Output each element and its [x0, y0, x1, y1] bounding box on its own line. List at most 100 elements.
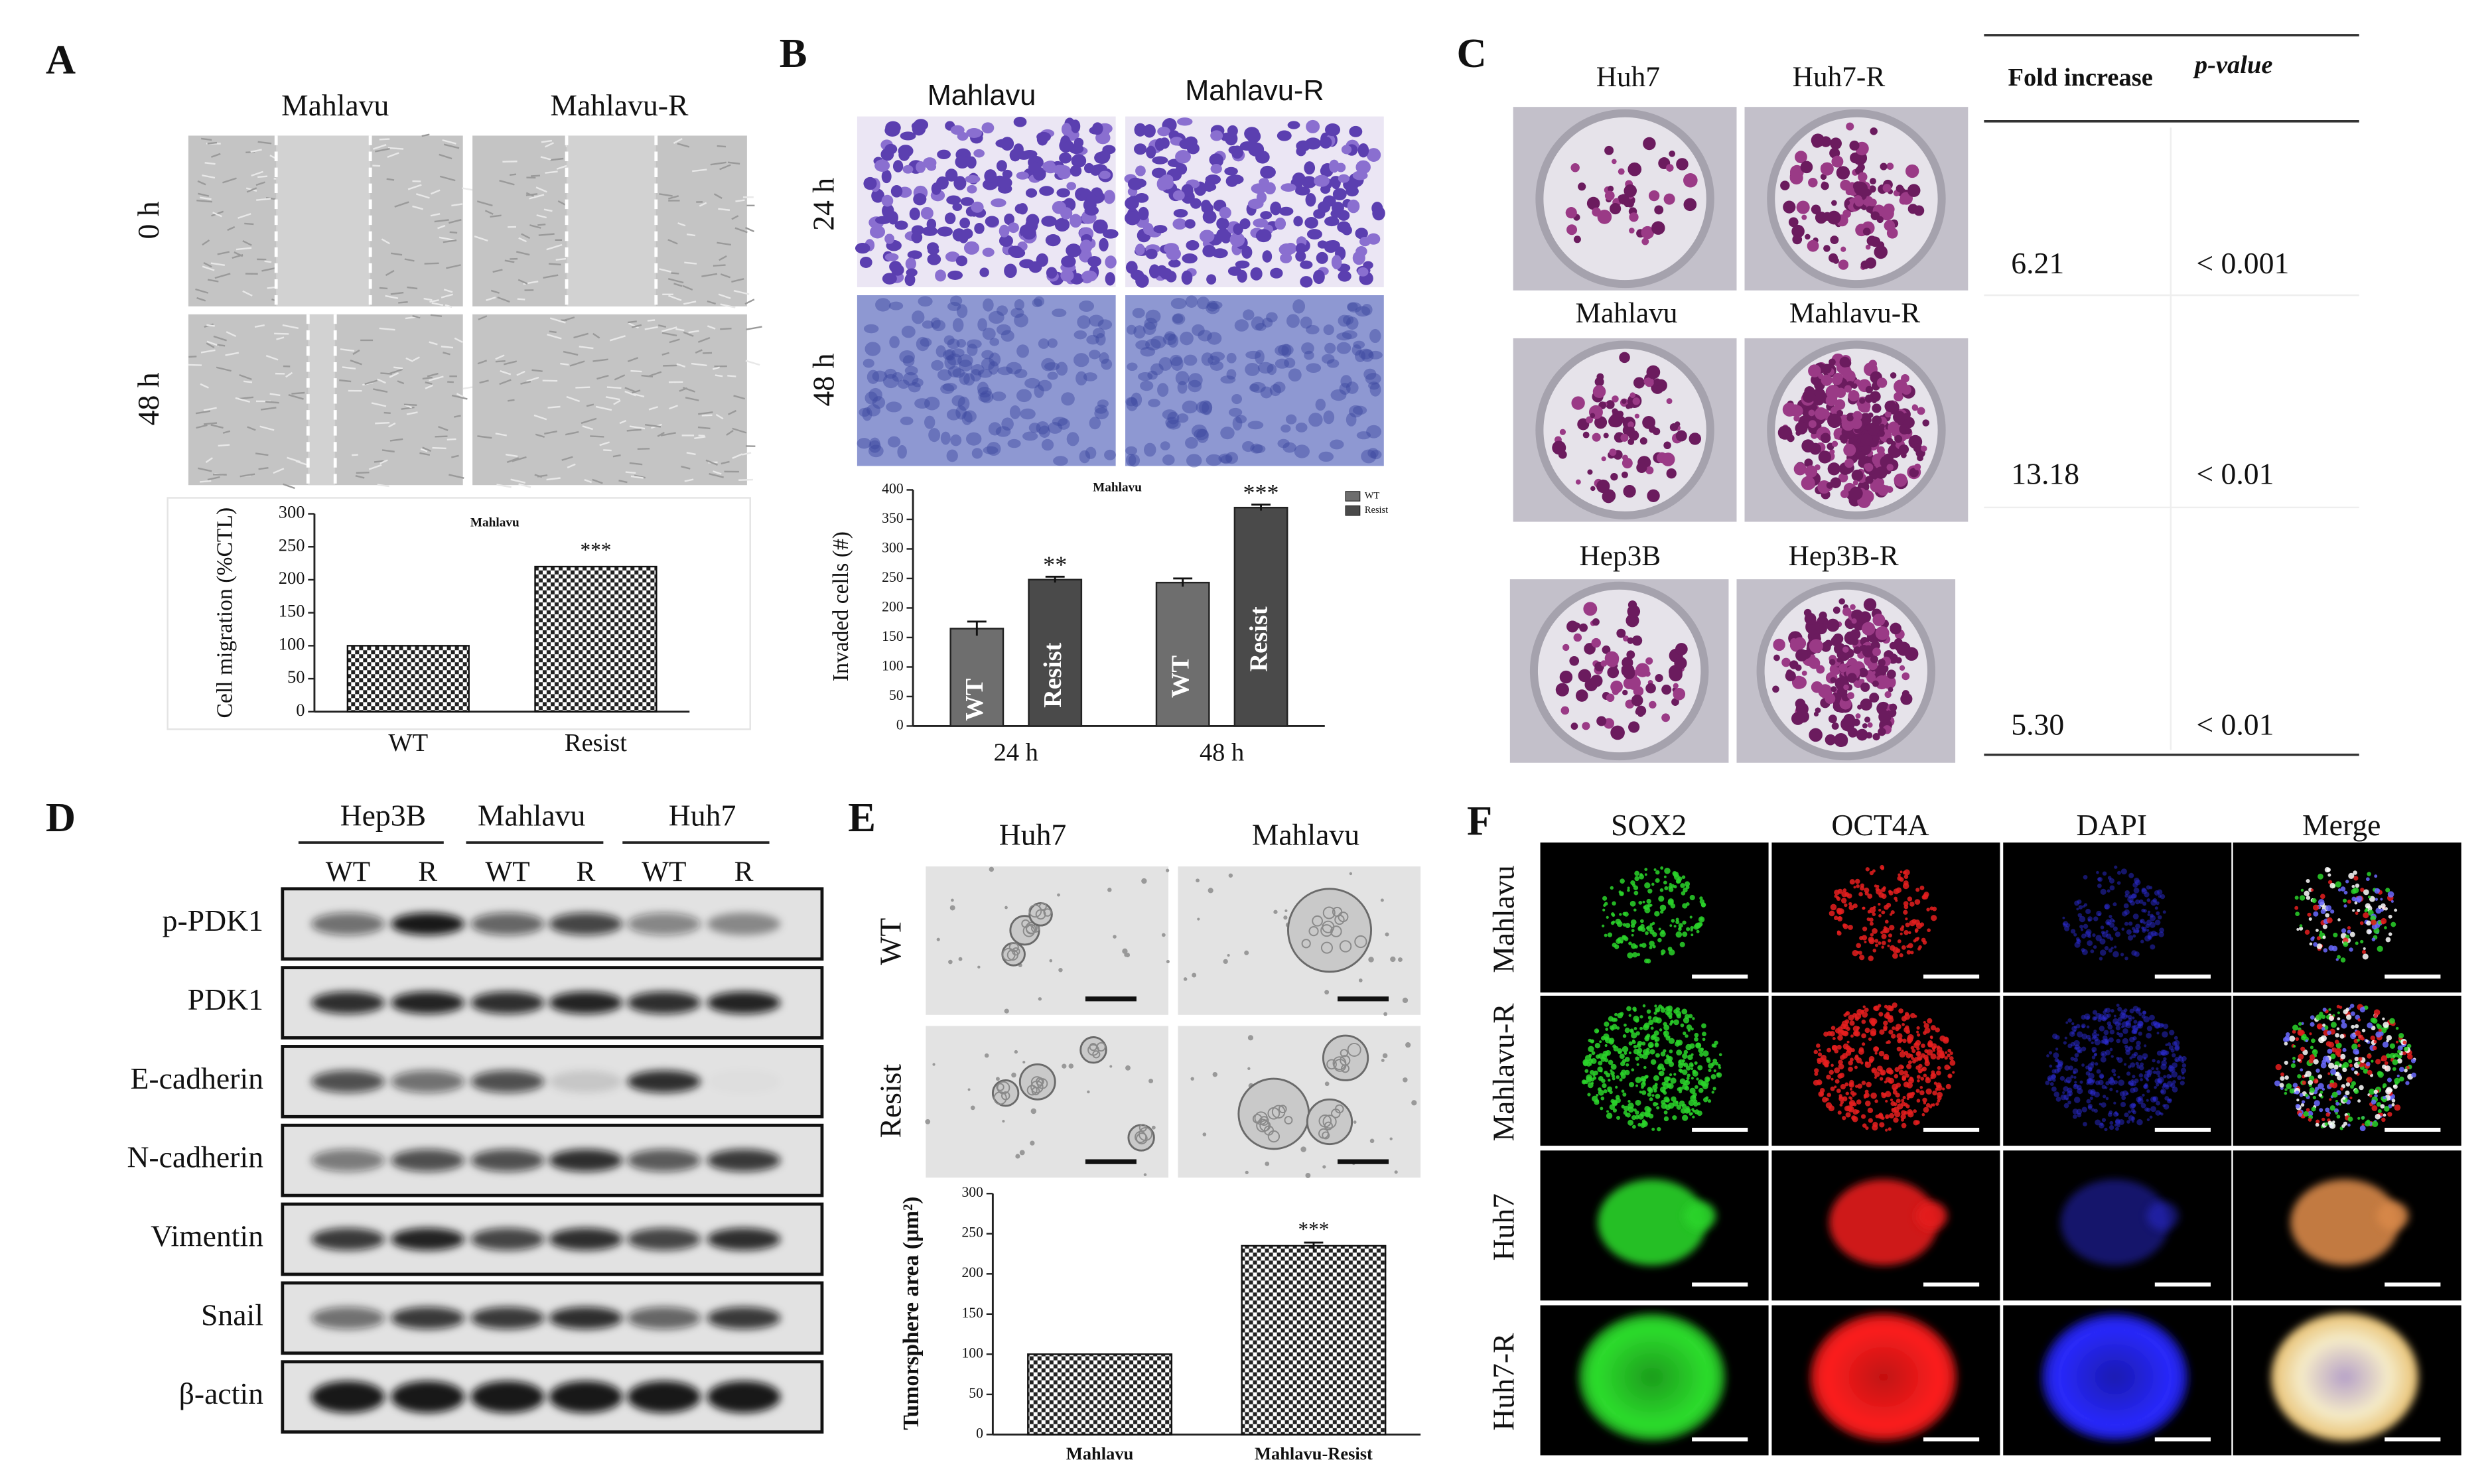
fluor-dot — [1628, 941, 1632, 945]
fluor-dot — [1647, 1092, 1652, 1097]
fluor-dot — [1903, 910, 1908, 915]
fluor-dot — [2164, 1096, 2170, 1101]
fluor-dot — [1935, 1087, 1939, 1091]
cell — [1148, 264, 1160, 279]
cell-texture — [720, 273, 731, 279]
cell — [1099, 149, 1111, 163]
x-tick-label: 24 h — [994, 739, 1038, 767]
fluor-dot — [1640, 1122, 1646, 1128]
cell-texture — [197, 192, 210, 197]
cell — [1212, 154, 1223, 167]
colony — [1666, 164, 1674, 172]
fluor-dot — [2397, 1049, 2401, 1054]
cell — [1338, 314, 1351, 327]
fluor-dot — [1633, 1044, 1637, 1049]
fluor-dot — [1700, 1047, 1704, 1051]
fluor-dot — [2359, 921, 2364, 925]
fluor-dot — [2349, 1084, 2355, 1089]
fluor-dot — [1648, 1020, 1654, 1026]
fluor-dot — [1712, 1044, 1717, 1048]
debris — [1283, 915, 1288, 920]
fluor-dot — [2117, 1017, 2123, 1022]
colony — [1579, 623, 1588, 632]
cell — [956, 304, 968, 318]
cell-texture — [502, 161, 518, 163]
fluor-dot — [1862, 1123, 1867, 1128]
cell — [1168, 259, 1181, 268]
cell — [995, 426, 1011, 437]
cell-texture — [675, 328, 685, 332]
fluor-dot — [2328, 1062, 2335, 1069]
cell — [898, 148, 910, 161]
colony — [1846, 414, 1854, 422]
cell — [1048, 422, 1063, 434]
cell — [1243, 309, 1255, 320]
fluor-dot — [1628, 1051, 1631, 1055]
cell — [1206, 274, 1217, 285]
fluor-dot — [2329, 1098, 2332, 1101]
fluor-dot — [1596, 1093, 1599, 1097]
fluor-dot — [2298, 1053, 2304, 1060]
colony — [1666, 468, 1677, 479]
fluor-dot — [1921, 895, 1927, 900]
cell — [1210, 360, 1224, 371]
cell — [869, 437, 880, 450]
cell-texture — [287, 456, 301, 463]
fluor-dot — [1817, 1081, 1821, 1085]
fluor-dot — [2330, 1053, 2336, 1059]
fluor-dot — [1676, 1014, 1681, 1019]
fluor-dot — [1856, 1028, 1859, 1032]
colony — [1884, 411, 1892, 418]
colony — [1777, 425, 1793, 440]
cell-texture — [561, 456, 573, 461]
fluor-dot — [2092, 1010, 2098, 1015]
band — [470, 1149, 545, 1172]
cell — [1332, 188, 1347, 201]
band — [470, 1307, 545, 1329]
cell — [872, 370, 888, 382]
fluor-dot — [2181, 1055, 2187, 1061]
debris — [1381, 1059, 1385, 1062]
fluor-dot — [2065, 1097, 2069, 1101]
cell — [1273, 381, 1286, 393]
fluor-dot — [2156, 1070, 2161, 1075]
cell — [1287, 121, 1300, 129]
fluor-dot — [1643, 1065, 1647, 1069]
fluor-dot — [2102, 1038, 2108, 1045]
fluor-dot — [2343, 898, 2347, 903]
fluor-dot — [2360, 939, 2364, 944]
fluor-dot — [2337, 888, 2341, 892]
fluor-dot — [1848, 902, 1852, 906]
cell — [884, 253, 899, 261]
fluor-dot — [1628, 1014, 1631, 1017]
debris — [1125, 1065, 1131, 1071]
fluor-dot — [1899, 1051, 1906, 1058]
fluor-dot — [2146, 898, 2151, 902]
fluor-dot — [1848, 1082, 1853, 1087]
colony — [1636, 462, 1647, 474]
fluor-dot — [2309, 1087, 2315, 1093]
fluor-dot — [2394, 1053, 2398, 1057]
fluor-dot — [2171, 1071, 2178, 1078]
fluor-dot — [2055, 1047, 2059, 1051]
cell — [1269, 383, 1281, 397]
fluor-dot — [1880, 931, 1884, 935]
cell — [1001, 330, 1014, 342]
fluor-dot — [2339, 1034, 2345, 1039]
cell — [1293, 216, 1303, 227]
protein-label: N-cadherin — [127, 1140, 263, 1174]
fluor-dot — [2321, 1117, 2325, 1122]
fluor-dot — [1936, 1046, 1943, 1053]
fluor-dot — [2301, 1100, 2306, 1104]
fluor-dot — [1587, 1082, 1594, 1089]
fluor-dot — [1905, 917, 1908, 921]
fluor-dot — [1635, 1056, 1639, 1061]
cell-texture — [731, 278, 744, 283]
cell — [1219, 206, 1231, 219]
cell — [1126, 324, 1137, 335]
cell — [1262, 317, 1273, 328]
fluor-dot — [1619, 913, 1622, 916]
fluor-dot — [2093, 1109, 2098, 1113]
fluor-dot — [1874, 1051, 1878, 1055]
fluor-dot — [1660, 1051, 1666, 1057]
